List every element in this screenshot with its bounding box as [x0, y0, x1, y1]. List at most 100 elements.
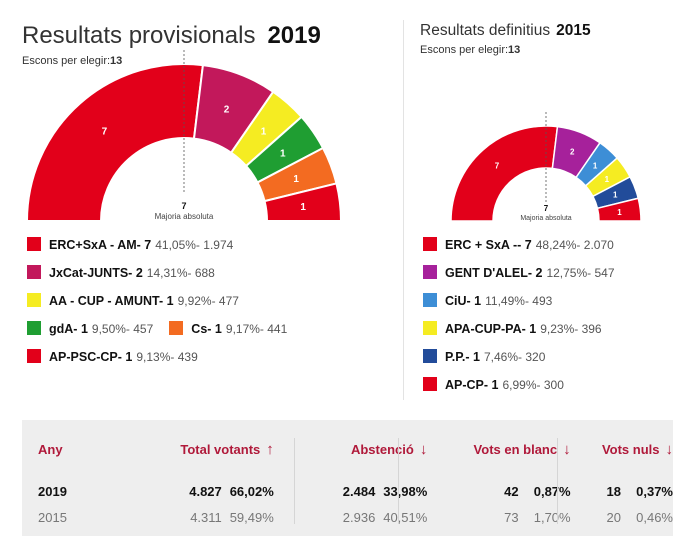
cell-abst-pct: 33,98% — [383, 483, 428, 499]
seat-count-label: 7 — [495, 161, 500, 170]
cell-abst-votes: 2.936 — [342, 509, 376, 525]
majority-label: Majoria absoluta — [520, 215, 571, 222]
header-vots-blanc[interactable]: Vots en blanc ↓ — [427, 420, 571, 478]
stats-row-2019: 2019 4.827 66,02% 2.484 33,98% 42 0,87% 18 0… — [22, 478, 673, 504]
legend-swatch — [27, 237, 41, 251]
turnout-stats-table: Any Total votants ↑ Abstenció ↓ Vots en bl… — [22, 420, 673, 530]
sort-down-icon: ↓ — [563, 440, 571, 458]
legend-swatch — [27, 321, 41, 335]
legend-stats: 14,31%- 688 — [146, 266, 215, 280]
legend-party-name: Cs- — [191, 322, 212, 336]
header-total-votants[interactable]: Total votants ↑ — [122, 420, 273, 478]
seat-count-label: 1 — [593, 161, 598, 170]
cell-abst: 2.484 33,98% — [274, 478, 428, 504]
header-blanc-label: Vots en blanc — [473, 441, 558, 457]
seat-count-label: 1 — [300, 202, 306, 213]
legend-swatch — [27, 293, 41, 307]
panel-title-year: 2019 — [267, 22, 321, 49]
legend-seats: 7 — [140, 238, 152, 252]
seat-count-label: 1 — [280, 148, 286, 159]
legend-seats: 1 — [121, 350, 133, 364]
legend-row: CiU- 1 11,49%- 493 — [423, 292, 568, 312]
legend-party-name: CiU- — [445, 294, 471, 308]
legend-item[interactable]: P.P.- 1 7,46%- 320 — [423, 348, 545, 366]
legend-row: AP-CP- 1 6,99%- 300 — [423, 376, 580, 396]
legend-item[interactable]: AP-PSC-CP- 1 9,13%- 439 — [27, 348, 198, 366]
legend-item[interactable]: AA - CUP - AMUNT- 1 9,92%- 477 — [27, 292, 239, 310]
legend-party-name: APA-CUP-PA- — [445, 322, 526, 336]
results-panel-2019: Resultats provisionals 2019 Escons per el… — [0, 0, 400, 400]
stats-header-row: Any Total votants ↑ Abstenció ↓ Vots en bl… — [22, 420, 673, 478]
cell-nuls: 20 0,46% — [571, 504, 673, 530]
legend-seats: 1 — [488, 378, 499, 392]
legend-swatch — [423, 237, 437, 251]
legend-party-name: ERC + SxA -- — [445, 238, 522, 252]
seat-count-label: 1 — [293, 174, 299, 185]
legend-row: P.P.- 1 7,46%- 320 — [423, 348, 561, 368]
cell-nuls-pct: 0,46% — [636, 509, 673, 525]
cell-nuls-votes: 18 — [606, 483, 621, 499]
cell-nuls-votes: 20 — [606, 509, 621, 525]
header-total-label: Total votants — [180, 441, 261, 457]
legend-row: ERC+SxA - AM- 7 41,05%- 1.974 — [27, 236, 249, 256]
legend-row: JxCat-JUNTS- 2 14,31%- 688 — [27, 264, 231, 284]
cell-nuls-pct: 0,37% — [636, 483, 673, 499]
legend-item[interactable]: GENT D'ALEL- 2 12,75%- 547 — [423, 264, 615, 282]
legend-party-name: AP-CP- — [445, 378, 489, 392]
legend-swatch — [423, 265, 437, 279]
legend-item[interactable]: JxCat-JUNTS- 2 14,31%- 688 — [27, 264, 215, 282]
seat-count-label: 2 — [570, 148, 575, 157]
legend-row: AP-PSC-CP- 1 9,13%- 439 — [27, 348, 214, 368]
majority-label: Majoria absoluta — [155, 212, 214, 221]
legend-item[interactable]: gdA- 1 9,50%- 457 — [27, 320, 153, 338]
legend-stats: 41,05%- 1.974 — [155, 238, 234, 252]
header-any[interactable]: Any — [22, 420, 122, 478]
legend-seats: 1 — [211, 322, 222, 336]
cell-total: 4.827 66,02% — [122, 478, 274, 504]
seats-to-elect-label: Escons per elegir: — [22, 55, 111, 67]
majority-value: 7 — [544, 204, 549, 213]
legend-item[interactable]: APA-CUP-PA- 1 9,23%- 396 — [423, 320, 602, 338]
seat-segment[interactable] — [596, 197, 642, 222]
legend-item[interactable]: ERC+SxA - AM- 7 41,05%- 1.974 — [27, 236, 233, 254]
legend-seats: 7 — [521, 238, 532, 252]
header-nuls-label: Vots nuls — [601, 441, 660, 457]
seats-to-elect: Escons per elegir:13 — [22, 55, 122, 67]
legend-seats: 2 — [132, 266, 143, 280]
cell-blanc-pct: 0,87% — [533, 483, 571, 499]
legend-item[interactable]: Cs- 1 9,17%- 441 — [169, 320, 287, 338]
cell-abst-votes: 2.484 — [342, 483, 376, 499]
legend-row: ERC + SxA -- 7 48,24%- 2.070 — [423, 236, 630, 256]
legend-swatch — [423, 377, 437, 391]
legend-row: AA - CUP - AMUNT- 1 9,92%- 477 — [27, 292, 255, 312]
legend-party-name: P.P.- — [445, 350, 470, 364]
header-vots-nuls[interactable]: Vots nuls ↓ — [571, 420, 673, 478]
cell-year: 2015 — [38, 509, 67, 525]
legend-swatch — [423, 321, 437, 335]
legend-seats: 1 — [163, 294, 174, 308]
cell-year: 2019 — [38, 483, 67, 499]
legend-stats: 9,17%- 441 — [225, 322, 288, 336]
legend-swatch — [27, 349, 41, 363]
header-abstencio[interactable]: Abstenció ↓ — [274, 420, 428, 478]
legend-item[interactable]: AP-CP- 1 6,99%- 300 — [423, 376, 564, 394]
legend-stats: 12,75%- 547 — [546, 266, 615, 280]
sort-up-icon: ↑ — [266, 440, 274, 458]
seats-to-elect-value: 13 — [110, 55, 123, 67]
seat-segment[interactable] — [25, 63, 205, 222]
legend-seats: 1 — [77, 322, 88, 336]
sort-down-icon: ↓ — [419, 440, 428, 458]
legend-swatch — [423, 349, 437, 363]
legend-stats: 6,99%- 300 — [502, 378, 564, 392]
legend-row: GENT D'ALEL- 2 12,75%- 547 — [423, 264, 631, 284]
cell-blanc: 42 0,87% — [427, 478, 570, 504]
legend-seats: 1 — [469, 350, 480, 364]
legend-seats: 1 — [525, 322, 537, 336]
legend-item[interactable]: CiU- 1 11,49%- 493 — [423, 292, 552, 310]
seat-segment[interactable] — [450, 125, 559, 222]
legend-item[interactable]: ERC + SxA -- 7 48,24%- 2.070 — [423, 236, 614, 254]
seat-segment[interactable] — [263, 182, 343, 222]
seats-to-elect: Escons per elegir:13 — [420, 44, 520, 56]
